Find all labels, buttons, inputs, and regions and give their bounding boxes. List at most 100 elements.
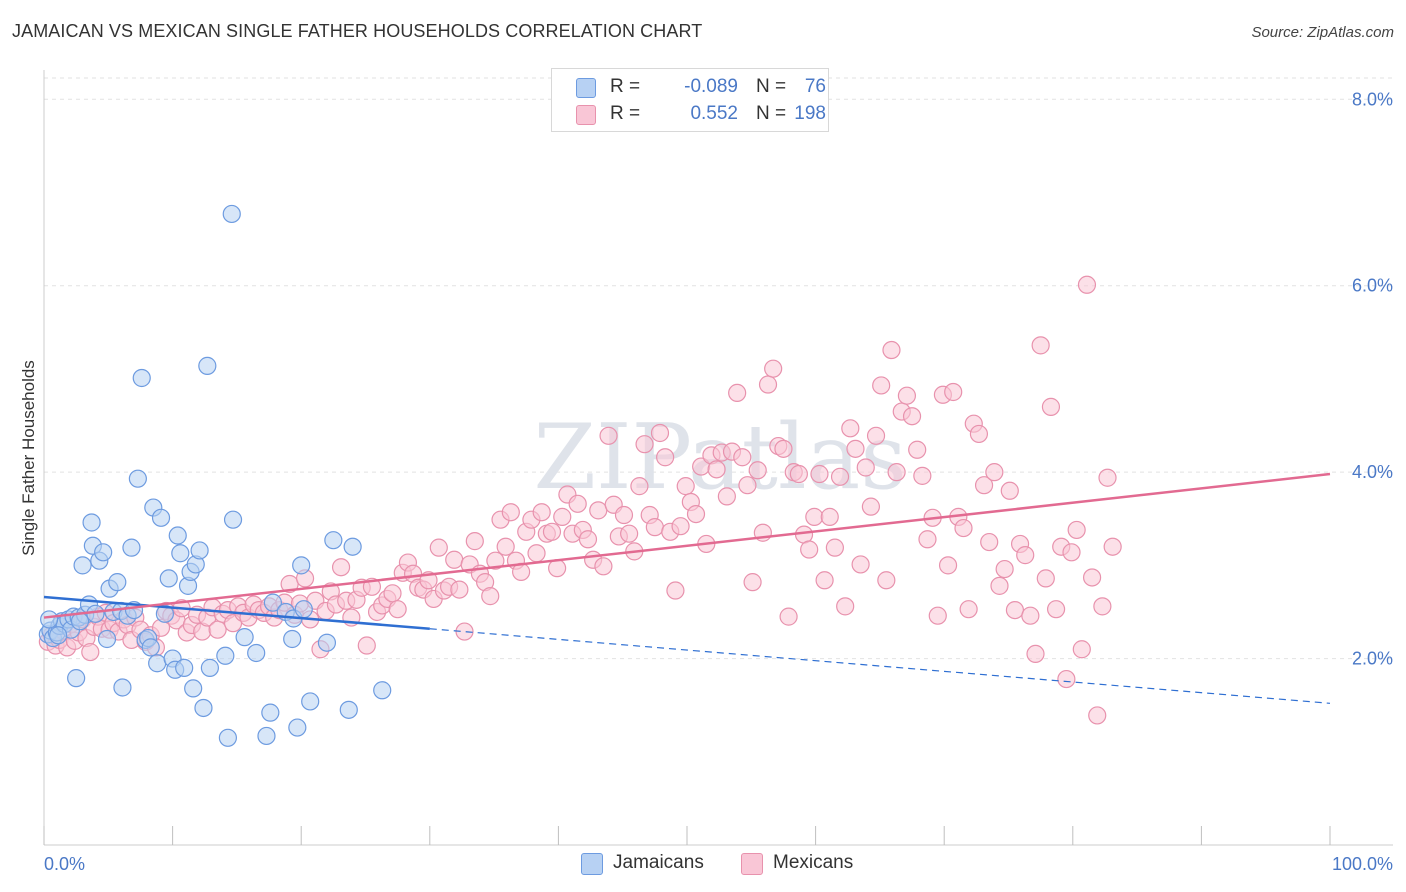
mexicans-point <box>980 532 999 552</box>
jamaicans-point <box>339 700 358 719</box>
mexicans-point <box>620 524 639 543</box>
mexicans-point <box>650 423 670 443</box>
jamaicans-point <box>283 629 302 649</box>
mexicans-point <box>1093 597 1112 616</box>
jamaicans-legend-swatch <box>581 853 603 875</box>
source-label: Source: ZipAtlas.com <box>1251 24 1394 41</box>
mexicans-point <box>331 558 351 577</box>
mexicans-point <box>738 476 757 495</box>
mexicans-point <box>789 464 808 484</box>
mexicans-point <box>810 464 829 484</box>
jamaicans-swatch <box>576 78 596 98</box>
jamaicans-point <box>141 638 160 657</box>
mexicans-point <box>81 642 100 662</box>
mexicans-points <box>38 275 1122 725</box>
mexicans-point <box>758 375 778 394</box>
mexicans-point <box>887 463 906 482</box>
mexicans-point <box>671 517 690 536</box>
jamaicans-point <box>216 646 235 665</box>
jamaicans-point <box>82 513 101 532</box>
jamaicans-point <box>194 698 213 718</box>
mexicans-point <box>686 504 706 524</box>
mexicans-point <box>728 383 747 403</box>
mexicans-point <box>1067 520 1086 540</box>
n-value: 198 <box>794 103 826 124</box>
mexicans-point <box>527 544 546 563</box>
mexicans-point <box>676 477 695 496</box>
jamaicans-point <box>184 679 203 698</box>
n-label: N = <box>756 76 787 97</box>
jamaicans-point <box>175 658 194 677</box>
jamaicans-trend-extension <box>429 628 1331 704</box>
y-tick-label: 2.0% <box>1352 649 1393 669</box>
chart-title: JAMAICAN VS MEXICAN SINGLE FATHER HOUSEH… <box>12 21 703 41</box>
mexicans-point <box>635 435 654 454</box>
mexicans-point <box>568 494 587 513</box>
mexicans-point <box>836 597 855 616</box>
mexicans-point <box>486 551 505 570</box>
mexicans-point <box>1021 606 1040 625</box>
stats-row-jamaicans: R = -0.089 N = 76 <box>576 74 826 100</box>
grid <box>44 77 1393 660</box>
r-value: 0.552 <box>690 103 738 124</box>
mexicans-point <box>548 559 567 578</box>
jamaicans-point <box>343 537 362 556</box>
mexicans-point <box>944 382 963 402</box>
mexicans-point <box>450 580 469 599</box>
mexicans-point <box>542 522 562 541</box>
y-axis-label: Single Father Households <box>19 360 38 556</box>
jamaicans-point <box>108 573 127 592</box>
mexicans-point <box>1103 537 1122 556</box>
mexicans-point <box>208 620 227 639</box>
mexicans-point <box>1026 644 1045 664</box>
mexicans-point <box>872 376 891 395</box>
jamaicans-point <box>168 526 187 545</box>
mexicans-point <box>938 556 958 575</box>
mexicans-point <box>779 607 798 626</box>
jamaicans-point <box>288 718 307 737</box>
jamaicans-points <box>38 204 392 747</box>
mexicans-point <box>656 448 675 467</box>
mexicans-point <box>800 540 819 559</box>
mexicans-point <box>496 537 515 556</box>
mexicans-point <box>1041 397 1061 416</box>
mexicans-point <box>764 359 783 378</box>
mexicans-point <box>918 530 937 549</box>
stats-row-mexicans: R = 0.552 N = 198 <box>576 101 826 127</box>
mexicans-point <box>985 463 1004 482</box>
jamaicans-point <box>128 469 147 488</box>
mexicans-point <box>1088 706 1107 725</box>
jamaicans-point <box>73 556 92 575</box>
jamaicans-point <box>200 658 219 677</box>
mexicans-point <box>455 622 474 641</box>
r-label: R = <box>610 76 641 97</box>
jamaicans-point <box>155 604 174 623</box>
mexicans-point <box>861 497 880 516</box>
jamaicans-point <box>94 543 113 562</box>
mexicans-point <box>553 507 572 526</box>
mexicans-swatch <box>576 105 596 125</box>
jamaicans-point <box>301 692 320 711</box>
mexicans-point <box>599 426 618 445</box>
mexicans-point <box>877 571 896 590</box>
mexicans-point <box>1046 600 1066 619</box>
r-label: R = <box>610 103 641 124</box>
jamaicans-point <box>132 368 151 388</box>
jamaicans-point <box>49 626 68 645</box>
jamaicans-point <box>294 600 313 619</box>
mexicans-point <box>630 477 649 496</box>
mexicans-point <box>707 460 726 479</box>
jamaicans-point <box>292 556 311 575</box>
jamaicans-point <box>223 510 243 529</box>
jamaicans-point <box>261 703 280 722</box>
mexicans-point <box>1098 468 1117 487</box>
x-axis-ticks <box>43 826 1331 845</box>
mexicans-point <box>830 467 850 486</box>
mexicans-point <box>1031 336 1050 355</box>
mexicans-point <box>748 461 767 480</box>
mexicans-point <box>594 557 613 576</box>
mexicans-point <box>465 532 484 551</box>
jamaicans-point <box>171 544 190 563</box>
mexicans-point <box>614 505 634 525</box>
